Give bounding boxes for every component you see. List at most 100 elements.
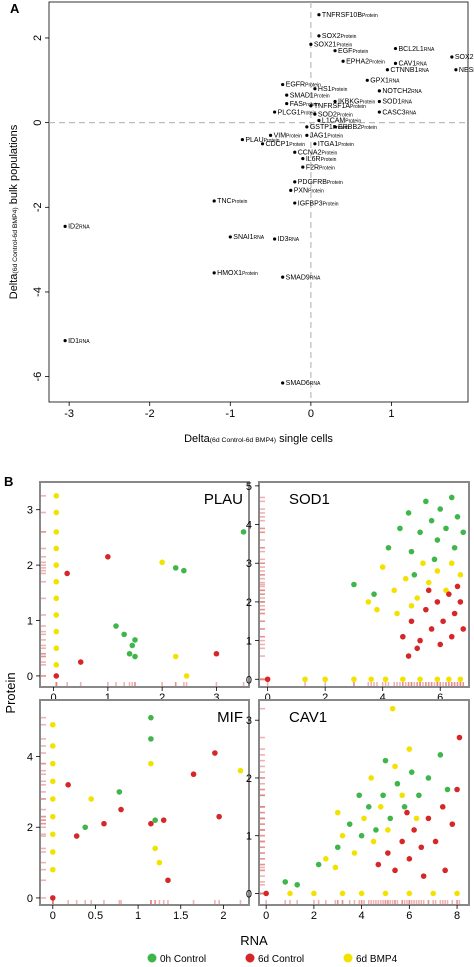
data-point <box>425 775 432 781</box>
point-label: EPHA2Protein <box>346 58 385 65</box>
subplot-frame <box>258 699 470 906</box>
data-point <box>380 792 386 799</box>
point-label: BCL2L1RNA <box>398 46 435 53</box>
data-point <box>446 676 452 683</box>
point-label: TNFRSF1AProtein <box>314 103 366 110</box>
y-tick-label: 0 <box>27 671 33 683</box>
data-point <box>448 633 455 640</box>
y-tick-label: 0 <box>246 674 252 686</box>
data-point <box>49 895 56 901</box>
data-point <box>417 637 423 644</box>
data-point <box>212 271 216 275</box>
data-point <box>428 626 435 632</box>
y-tick-label: 2 <box>27 560 33 572</box>
y-tick-label: 1 <box>27 616 33 628</box>
data-point <box>414 595 421 601</box>
data-point <box>281 82 285 87</box>
data-point <box>356 792 363 799</box>
data-point <box>77 659 84 665</box>
x-tick-label: 4 <box>359 910 365 922</box>
plot-frame <box>48 1 469 403</box>
x-tick-label: 2 <box>220 910 226 922</box>
legend-swatch <box>245 953 255 963</box>
y-tick-label: 2 <box>32 35 44 41</box>
data-point <box>439 804 446 810</box>
data-point <box>457 572 464 578</box>
data-point <box>361 815 367 822</box>
data-point <box>293 150 297 154</box>
point-label: IKBKGProtein <box>338 99 375 106</box>
point-label: PXNProtein <box>294 188 324 195</box>
point-label: ID2RNA <box>68 224 90 231</box>
x-axis-label: Delta(6d Control-6d BMP4) single cells <box>184 433 333 445</box>
data-point <box>322 676 328 683</box>
x-tick-label: 1.5 <box>173 910 188 922</box>
data-point <box>88 796 94 802</box>
data-point <box>237 767 244 774</box>
data-point <box>358 832 365 839</box>
data-point <box>313 87 317 91</box>
data-point <box>53 612 60 618</box>
data-point <box>332 864 339 871</box>
data-point <box>370 838 377 845</box>
data-point <box>377 99 381 104</box>
data-point <box>63 224 67 228</box>
legend-label: 0h Control <box>160 954 206 965</box>
data-point <box>313 142 317 146</box>
y-tick-label: 1 <box>246 636 252 648</box>
data-point <box>406 890 413 897</box>
data-point <box>404 809 410 816</box>
data-point <box>428 517 435 524</box>
legend-swatch <box>147 953 157 963</box>
data-point <box>317 34 321 38</box>
data-point <box>377 89 381 93</box>
point-label: HMOX1Protein <box>217 270 258 277</box>
data-point <box>382 890 389 897</box>
data-point <box>416 792 422 799</box>
data-point <box>281 381 285 385</box>
data-point <box>49 813 56 820</box>
data-point <box>49 721 56 728</box>
data-point <box>368 676 374 683</box>
point-label: IGFBP3Protein <box>298 200 339 207</box>
data-point <box>437 641 444 648</box>
data-point <box>132 653 138 660</box>
data-point <box>73 833 80 839</box>
point-label: CCNA2Protein <box>298 149 338 156</box>
data-point <box>148 820 154 827</box>
data-point <box>434 599 441 605</box>
data-point <box>172 653 179 660</box>
data-point <box>425 815 432 822</box>
y-tick-label: -6 <box>32 372 44 382</box>
legend-label: 6d BMP4 <box>356 954 398 965</box>
data-point <box>389 705 396 712</box>
point-label: PLCG1Protein <box>278 109 317 116</box>
data-point <box>339 890 346 897</box>
data-point <box>394 610 400 617</box>
x-tick-label: 3 <box>213 692 219 704</box>
data-point <box>417 529 423 536</box>
data-point <box>213 650 220 657</box>
data-point <box>53 529 60 535</box>
data-point <box>418 844 425 851</box>
y-tick-label: -4 <box>32 287 44 297</box>
data-point <box>346 821 353 827</box>
data-point <box>425 587 432 594</box>
point-label: ID3RNA <box>278 236 300 243</box>
data-point <box>399 792 405 799</box>
data-point <box>53 578 60 585</box>
subplot-plau: 0 1 2 3 0 1 2 3 PLAU <box>27 481 250 704</box>
data-point <box>160 817 167 823</box>
data-point <box>181 567 187 574</box>
data-point <box>333 49 337 53</box>
data-point <box>159 559 165 566</box>
point-label: CDCP1Protein <box>266 141 306 148</box>
data-point <box>313 112 317 116</box>
data-point <box>53 628 60 635</box>
data-point <box>148 736 154 742</box>
x-tick-label: 0 <box>308 408 314 420</box>
x-axis-label: RNA <box>240 933 268 948</box>
data-point <box>273 237 277 241</box>
data-point <box>448 560 455 567</box>
